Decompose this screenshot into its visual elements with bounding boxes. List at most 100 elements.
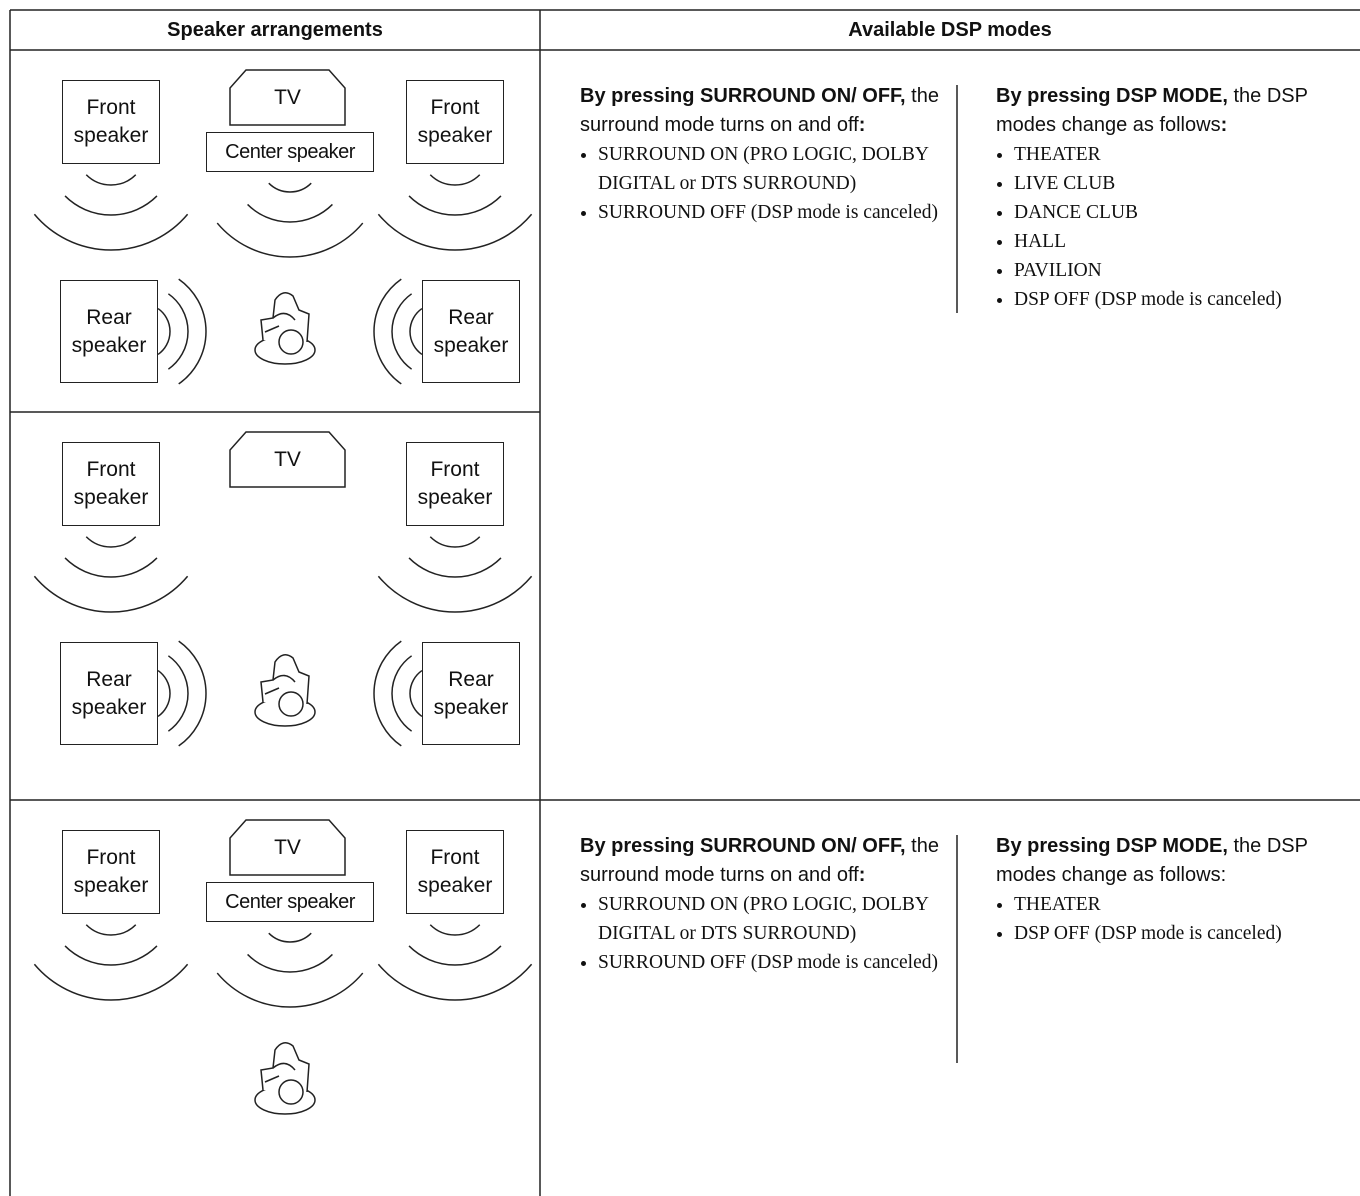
speaker-box: Rear speaker	[422, 280, 520, 383]
mode-item: SURROUND OFF (DSP mode is canceled)	[598, 948, 940, 977]
listener-icon	[260, 1042, 310, 1093]
tv-shape	[229, 69, 346, 126]
mode-item: DSP OFF (DSP mode is canceled)	[1014, 285, 1356, 314]
intro-text: By pressing SURROUND ON/ OFF,	[580, 835, 906, 857]
sound-wave	[408, 195, 502, 216]
mode-item: PAVILION	[1014, 256, 1356, 285]
listener-icon	[264, 1062, 296, 1083]
mode-item: THEATER	[1014, 890, 1356, 919]
sound-wave	[64, 945, 158, 966]
tv-shape	[229, 819, 346, 876]
sound-wave	[167, 293, 189, 370]
intro-text: the DSP modes change as follows	[996, 85, 1308, 136]
speaker-box: Center speaker	[206, 132, 374, 172]
tv-shape	[229, 431, 346, 488]
sound-wave	[429, 174, 481, 186]
mode-description: By pressing DSP MODE, the DSP modes chan…	[996, 832, 1356, 948]
listener-icon	[278, 691, 304, 717]
sound-wave	[409, 307, 423, 356]
listener-icon	[264, 312, 296, 333]
listener-icon	[278, 329, 304, 355]
sound-wave	[391, 655, 413, 732]
intro-text: By pressing DSP MODE,	[996, 835, 1228, 857]
sound-wave	[408, 945, 502, 966]
tv-label: TV	[274, 447, 301, 471]
intro-text: By pressing SURROUND ON/ OFF,	[580, 85, 906, 107]
mode-item: LIVE CLUB	[1014, 169, 1356, 198]
mode-item: THEATER	[1014, 140, 1356, 169]
mode-intro: By pressing DSP MODE, the DSP modes chan…	[996, 832, 1356, 890]
sound-wave	[373, 278, 402, 385]
speaker-box: Front speaker	[62, 442, 160, 526]
sound-wave	[85, 174, 137, 186]
listener-icon	[278, 1079, 304, 1105]
listener-icon	[260, 292, 310, 343]
sound-wave	[377, 575, 533, 613]
sound-wave	[85, 924, 137, 936]
sound-wave	[408, 557, 502, 578]
mode-intro: By pressing SURROUND ON/ OFF, the surrou…	[580, 832, 940, 890]
mode-item: DANCE CLUB	[1014, 198, 1356, 227]
sound-wave	[377, 213, 533, 251]
mode-intro: By pressing DSP MODE, the DSP modes chan…	[996, 82, 1356, 140]
intro-text: the surround mode turns on and off	[580, 835, 939, 886]
intro-text: By pressing DSP MODE,	[996, 85, 1228, 107]
mode-list: THEATERLIVE CLUBDANCE CLUBHALLPAVILIONDS…	[996, 140, 1356, 314]
speaker-box: Rear speaker	[60, 642, 158, 745]
sound-wave	[64, 557, 158, 578]
sound-wave	[64, 195, 158, 216]
speaker-box: Front speaker	[406, 830, 504, 914]
sound-wave	[429, 924, 481, 936]
intro-text: the DSP modes change as follows:	[996, 835, 1308, 886]
mode-item: DSP OFF (DSP mode is canceled)	[1014, 919, 1356, 948]
mode-item: SURROUND ON (PRO LOGIC, DOLBY DIGITAL or…	[598, 140, 940, 198]
mode-list: SURROUND ON (PRO LOGIC, DOLBY DIGITAL or…	[580, 890, 940, 977]
listener-icon	[264, 674, 296, 695]
speaker-box: Front speaker	[406, 442, 504, 526]
intro-text: :	[858, 114, 866, 136]
intro-text: the surround mode turns on and off	[580, 85, 939, 136]
mode-description: By pressing SURROUND ON/ OFF, the surrou…	[580, 832, 940, 977]
column-header: Speaker arrangements	[167, 19, 383, 41]
sound-wave	[247, 953, 333, 973]
intro-text: :	[1220, 114, 1228, 136]
sound-wave	[377, 963, 533, 1001]
sound-wave	[33, 963, 189, 1001]
sound-wave	[157, 669, 171, 718]
speaker-box: Front speaker	[62, 80, 160, 164]
mode-list: SURROUND ON (PRO LOGIC, DOLBY DIGITAL or…	[580, 140, 940, 227]
speaker-box: Front speaker	[62, 830, 160, 914]
sound-wave	[391, 293, 413, 370]
tv-label: TV	[274, 85, 301, 109]
sound-wave	[157, 307, 171, 356]
sound-wave	[429, 536, 481, 548]
mode-description: By pressing SURROUND ON/ OFF, the surrou…	[580, 82, 940, 227]
sound-wave	[33, 213, 189, 251]
sound-wave	[409, 669, 423, 718]
sound-wave	[268, 932, 312, 943]
listener-icon	[260, 654, 310, 705]
speaker-box: Rear speaker	[422, 642, 520, 745]
mode-intro: By pressing SURROUND ON/ OFF, the surrou…	[580, 82, 940, 140]
mode-description: By pressing DSP MODE, the DSP modes chan…	[996, 82, 1356, 314]
speaker-box: Front speaker	[406, 80, 504, 164]
sound-wave	[373, 640, 402, 747]
tv-label: TV	[274, 835, 301, 859]
sound-wave	[247, 203, 333, 223]
column-header: Available DSP modes	[848, 19, 1052, 41]
mode-item: SURROUND OFF (DSP mode is canceled)	[598, 198, 940, 227]
sound-wave	[167, 655, 189, 732]
speaker-box: Rear speaker	[60, 280, 158, 383]
sound-wave	[216, 972, 364, 1008]
mode-list: THEATERDSP OFF (DSP mode is canceled)	[996, 890, 1356, 948]
sound-wave	[268, 182, 312, 193]
sound-wave	[33, 575, 189, 613]
mode-item: HALL	[1014, 227, 1356, 256]
sound-wave	[178, 278, 207, 385]
intro-text: :	[858, 864, 866, 886]
sound-wave	[216, 222, 364, 258]
sound-wave	[85, 536, 137, 548]
sound-wave	[178, 640, 207, 747]
